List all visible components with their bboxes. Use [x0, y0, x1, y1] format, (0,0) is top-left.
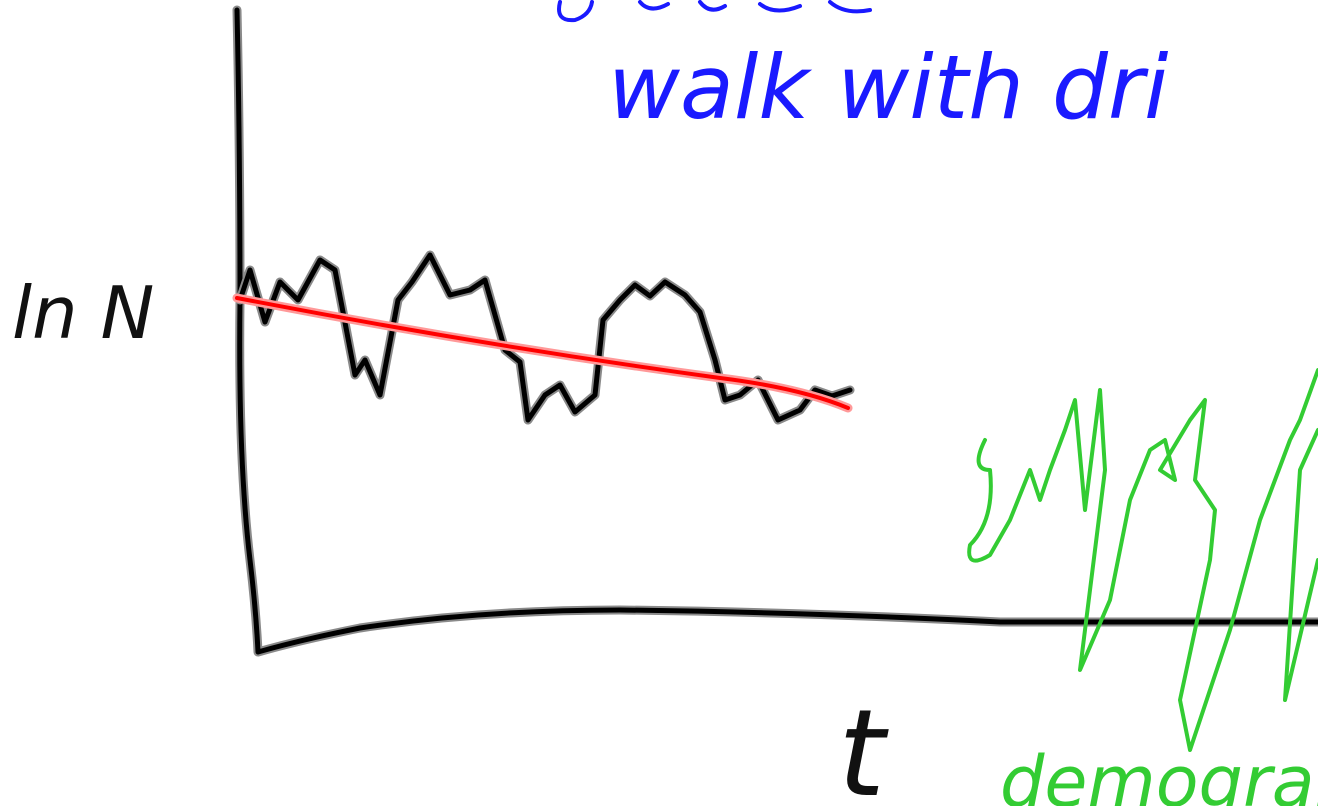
x-axis-label: t	[838, 685, 889, 806]
axes	[234, 7, 1318, 655]
cropped-handwriting	[557, 0, 872, 23]
green-trajectory	[967, 368, 1318, 752]
top-note: walk with dri	[608, 36, 1169, 139]
bottom-note: demograp	[1000, 741, 1318, 806]
drift-line	[235, 296, 850, 410]
trajectory	[237, 252, 853, 423]
y-axis-label: ln N	[12, 271, 154, 355]
